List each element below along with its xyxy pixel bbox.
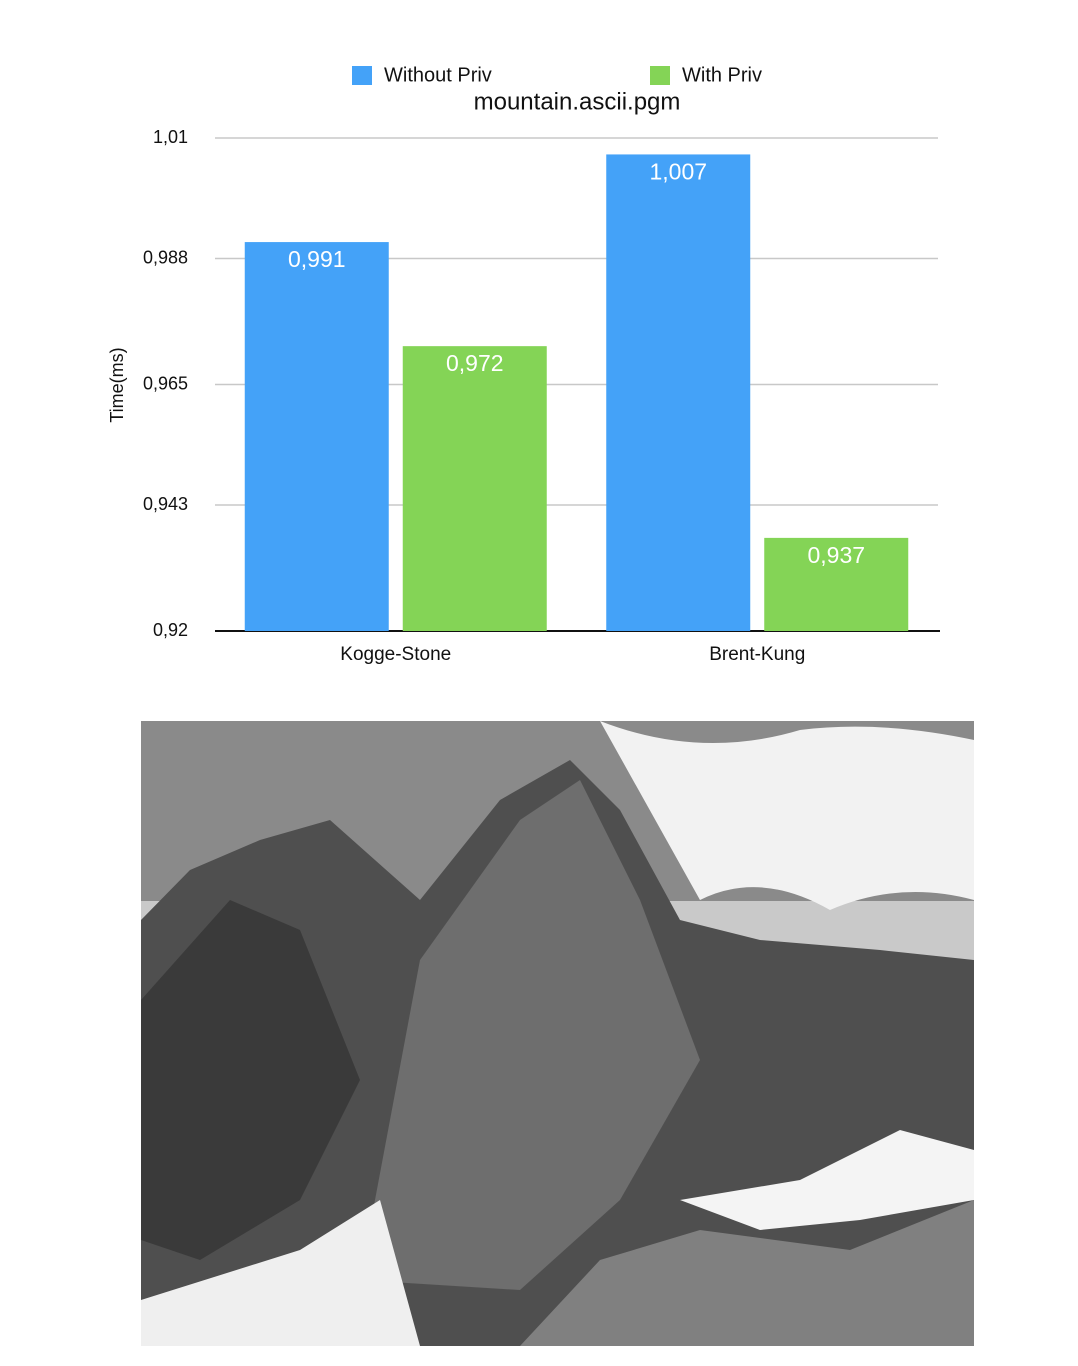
- x-tick-label: Brent-Kung: [709, 644, 805, 665]
- y-tick-label: 1,01: [153, 127, 188, 147]
- value-label: 0,991: [288, 246, 346, 272]
- y-tick-label: 0,965: [143, 373, 188, 393]
- legend-swatch: [352, 66, 372, 85]
- bar: [244, 242, 389, 632]
- y-axis-label: Time(ms): [107, 347, 127, 422]
- chart-title: mountain.ascii.pgm: [474, 88, 681, 115]
- x-tick-label: Kogge-Stone: [340, 644, 451, 665]
- y-tick-label: 0,988: [143, 247, 188, 267]
- value-label: 0,937: [807, 542, 865, 568]
- legend-swatch: [650, 66, 670, 85]
- y-tick-label: 0,92: [153, 620, 188, 640]
- legend-label: With Priv: [682, 64, 762, 86]
- bar: [764, 537, 909, 631]
- value-label: 1,007: [649, 159, 707, 185]
- value-label: 0,972: [446, 350, 504, 376]
- photo: [141, 721, 974, 1346]
- y-tick-label: 0,943: [143, 494, 188, 514]
- bar: [402, 346, 547, 631]
- bar: [606, 154, 751, 631]
- legend-label: Without Priv: [384, 64, 492, 86]
